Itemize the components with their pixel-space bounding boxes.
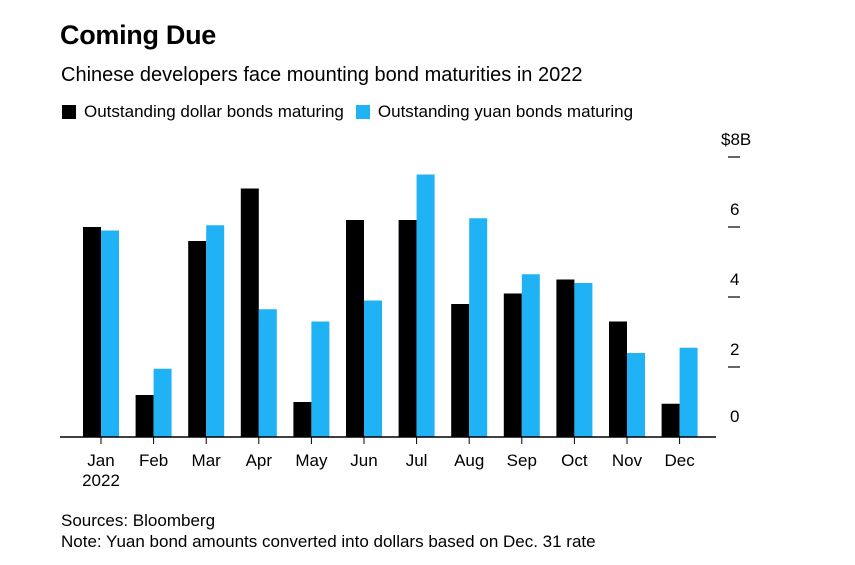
y-tick-label-2: 2 bbox=[730, 340, 739, 359]
bar-yuan-oct bbox=[574, 283, 593, 437]
bar-dollar-may bbox=[293, 402, 312, 437]
x-tick-label-sep: Sep bbox=[507, 451, 537, 470]
sources-text: Sources: Bloomberg bbox=[61, 511, 216, 530]
x-tick-label-dec: Dec bbox=[664, 451, 695, 470]
legend-label-dollar: Outstanding dollar bonds maturing bbox=[84, 102, 344, 121]
bar-dollar-sep bbox=[503, 293, 522, 437]
bar-dollar-apr bbox=[240, 188, 259, 437]
x-tick-label-jul: Jul bbox=[406, 451, 428, 470]
x-tick-label-may: May bbox=[295, 451, 328, 470]
chart-footer: Sources: Bloomberg Note: Yuan bond amoun… bbox=[61, 510, 596, 552]
chart-subtitle: Chinese developers face mounting bond ma… bbox=[61, 64, 583, 86]
x-tick-label-jan: Jan bbox=[87, 451, 114, 470]
y-tick-label-0: 0 bbox=[730, 407, 739, 426]
x-tick-label-nov: Nov bbox=[612, 451, 643, 470]
bar-yuan-jun bbox=[364, 300, 382, 437]
x-tick-label-feb: Feb bbox=[139, 451, 168, 470]
x-tick-label-mar: Mar bbox=[192, 451, 222, 470]
legend-swatch-dollar bbox=[62, 105, 76, 119]
x-tick-label-oct: Oct bbox=[561, 451, 588, 470]
legend-label-yuan: Outstanding yuan bonds maturing bbox=[377, 102, 634, 121]
legend-item-dollar: Outstanding dollar bonds maturing bbox=[62, 102, 344, 122]
bar-yuan-sep bbox=[521, 274, 540, 437]
bar-yuan-aug bbox=[469, 218, 488, 437]
bar-dollar-aug bbox=[451, 304, 470, 437]
x-tick-label-apr: Apr bbox=[246, 451, 273, 470]
bar-dollar-jul bbox=[398, 220, 417, 437]
bar-dollar-oct bbox=[556, 279, 575, 437]
bar-yuan-dec bbox=[679, 347, 698, 437]
y-tick-label-6: 6 bbox=[730, 200, 739, 219]
bar-yuan-nov bbox=[627, 353, 645, 437]
bar-dollar-feb bbox=[135, 395, 154, 437]
legend-swatch-yuan bbox=[355, 105, 370, 119]
chart-title: Coming Due bbox=[60, 20, 216, 50]
bar-dollar-jun bbox=[346, 220, 364, 437]
y-tick-label-4: 4 bbox=[730, 270, 739, 289]
bar-yuan-may bbox=[311, 321, 330, 437]
bar-yuan-jan bbox=[101, 230, 119, 437]
bar-yuan-jul bbox=[416, 174, 435, 437]
y-tick-label-8: $8B bbox=[721, 130, 751, 149]
note-text: Note: Yuan bond amounts converted into d… bbox=[61, 532, 596, 551]
x-tick-label-jun: Jun bbox=[350, 451, 377, 470]
legend: Outstanding dollar bonds maturing Outsta… bbox=[62, 102, 645, 122]
bar-dollar-mar bbox=[188, 241, 207, 437]
bar-dollar-dec bbox=[661, 403, 680, 437]
bar-dollar-nov bbox=[609, 321, 627, 437]
bar-yuan-mar bbox=[206, 225, 225, 437]
x-tick-label-aug: Aug bbox=[454, 451, 484, 470]
bar-dollar-jan bbox=[83, 227, 101, 437]
x-year-label: 2022 bbox=[82, 471, 120, 490]
legend-item-yuan: Outstanding yuan bonds maturing bbox=[355, 102, 634, 122]
bar-yuan-feb bbox=[153, 368, 172, 437]
bar-yuan-apr bbox=[258, 309, 277, 437]
